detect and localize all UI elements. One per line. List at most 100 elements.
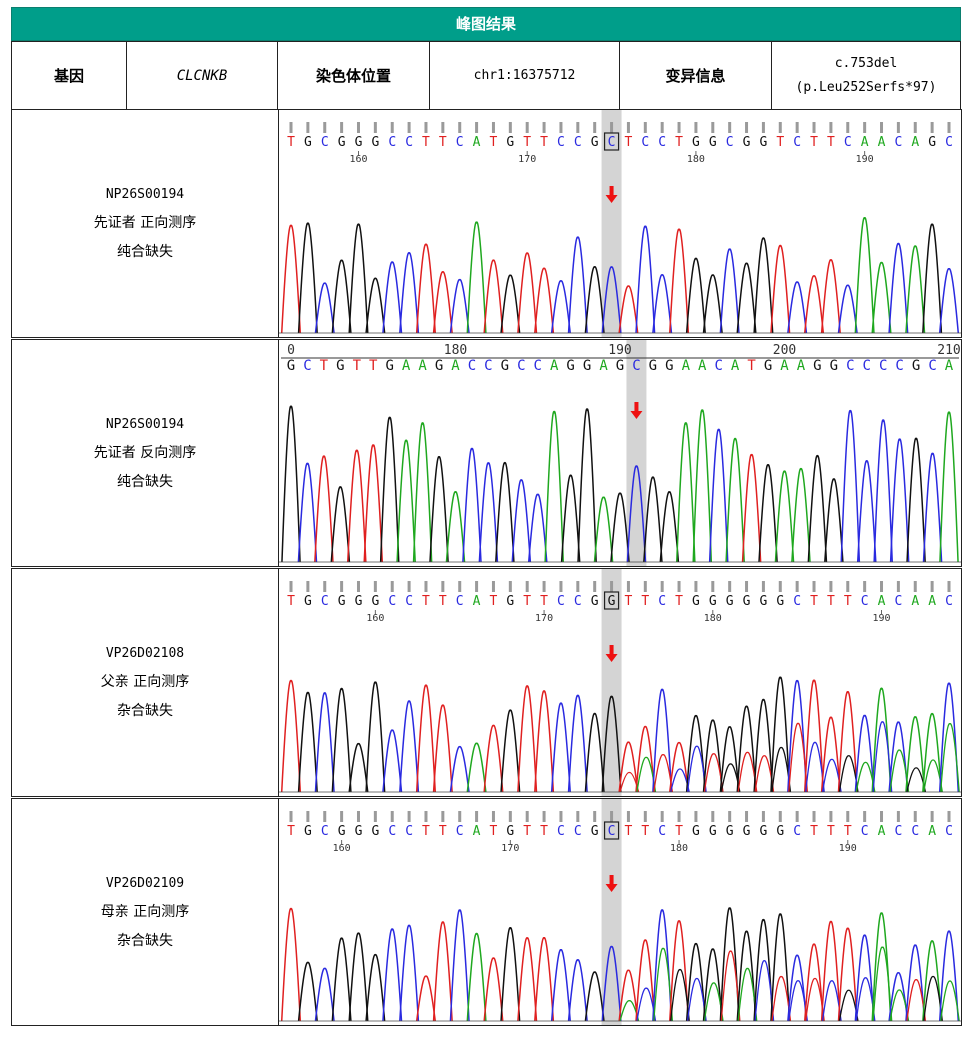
- trace-peak: [888, 243, 909, 334]
- trace-peak: [495, 462, 515, 563]
- trace-peak: [771, 976, 792, 1022]
- trace-peak: [331, 937, 352, 1022]
- quality-bar: [913, 581, 917, 592]
- quality-bar: [863, 122, 867, 133]
- quality-bar: [745, 581, 749, 592]
- trace-peak: [567, 236, 588, 334]
- base-call: G: [338, 824, 346, 839]
- trace-peak: [653, 947, 674, 1022]
- base-call: G: [665, 358, 673, 374]
- quality-bar: [728, 811, 732, 822]
- base-call: C: [484, 358, 492, 374]
- quality-bar: [778, 122, 782, 133]
- sample-id: NP26S00194: [105, 416, 185, 432]
- trace-peak: [280, 224, 302, 334]
- base-call: T: [439, 135, 447, 150]
- quality-bar: [610, 581, 614, 592]
- base-call: G: [338, 135, 346, 150]
- arrow-down-icon: [630, 402, 643, 419]
- quality-bar: [626, 122, 630, 133]
- trace-peak: [652, 909, 673, 1022]
- base-call: C: [456, 135, 464, 150]
- arrow-down-icon: [605, 645, 618, 662]
- base-call: G: [616, 358, 624, 374]
- quality-bar: [930, 122, 934, 133]
- trace-peak: [703, 753, 724, 793]
- base-call: G: [813, 358, 821, 374]
- base-call: T: [776, 135, 784, 150]
- base-call: T: [422, 594, 430, 609]
- trace-peak: [297, 222, 318, 334]
- trace-peak: [670, 969, 690, 1022]
- trace-peak: [511, 479, 532, 563]
- quality-bar: [475, 122, 479, 133]
- info-row: 基因 CLCNKB 染色体位置 chr1:16375712 变异信息 c.753…: [11, 41, 961, 110]
- base-call: T: [439, 824, 447, 839]
- trace-peak: [415, 975, 436, 1022]
- quality-bar: [660, 122, 664, 133]
- position-tick: 170: [501, 843, 519, 854]
- sample-label: VP26D02109 母亲 正向测序 杂合缺失: [11, 798, 279, 1026]
- quality-bar: [728, 581, 732, 592]
- base-call: G: [591, 135, 599, 150]
- base-call: G: [355, 824, 363, 839]
- quality-bar: [289, 811, 293, 822]
- trace-peak: [838, 989, 859, 1022]
- base-call: A: [550, 358, 559, 374]
- quality-bar: [356, 581, 360, 592]
- quality-bar: [491, 811, 495, 822]
- quality-bar: [711, 581, 715, 592]
- trace-peak: [449, 745, 470, 793]
- quality-bar: [340, 122, 344, 133]
- base-call: C: [557, 135, 565, 150]
- base-call: G: [692, 824, 700, 839]
- trace-peak: [534, 937, 555, 1022]
- position-tick: 210: [937, 343, 960, 358]
- base-call: A: [911, 135, 919, 150]
- trace-peak: [635, 939, 656, 1022]
- quality-bar: [441, 811, 445, 822]
- trace-peak: [854, 217, 875, 334]
- position-tick: 180: [704, 613, 722, 624]
- trace-peak: [449, 278, 470, 334]
- quality-bar: [441, 122, 445, 133]
- quality-bar: [508, 122, 512, 133]
- base-call: C: [726, 135, 734, 150]
- trace-peak: [500, 709, 521, 793]
- trace-peak: [432, 921, 453, 1022]
- base-call: T: [625, 135, 633, 150]
- trace-peak: [669, 228, 690, 334]
- trace-peak: [314, 967, 335, 1022]
- trace-peak: [758, 464, 778, 563]
- trace-peak: [770, 913, 791, 1022]
- trace-peak: [601, 266, 622, 334]
- quality-bar: [880, 122, 884, 133]
- base-call: C: [658, 594, 666, 609]
- trace-peak: [771, 746, 792, 793]
- trace-peak: [670, 768, 690, 793]
- base-call: T: [540, 824, 548, 839]
- sample-desc: 父亲 正向测序: [100, 674, 190, 690]
- base-call: T: [641, 594, 649, 609]
- trace-peak: [736, 705, 757, 793]
- trace-peak: [500, 274, 521, 334]
- base-call: G: [759, 824, 767, 839]
- base-call: G: [371, 594, 379, 609]
- trace-peak: [653, 754, 674, 793]
- quality-bar: [947, 811, 951, 822]
- position-tick: 170: [535, 613, 553, 624]
- base-call: A: [878, 824, 886, 839]
- gene-label: 基因: [11, 41, 127, 110]
- base-call: T: [625, 594, 633, 609]
- trace-peak: [923, 759, 943, 793]
- quality-bar: [306, 811, 310, 822]
- quality-bar: [829, 581, 833, 592]
- base-call: C: [945, 135, 953, 150]
- trace-peak: [584, 971, 605, 1022]
- quality-bar: [340, 811, 344, 822]
- quality-bar: [846, 811, 850, 822]
- base-call: A: [451, 358, 460, 374]
- trace-peak: [297, 691, 318, 793]
- trace-peak: [659, 491, 680, 563]
